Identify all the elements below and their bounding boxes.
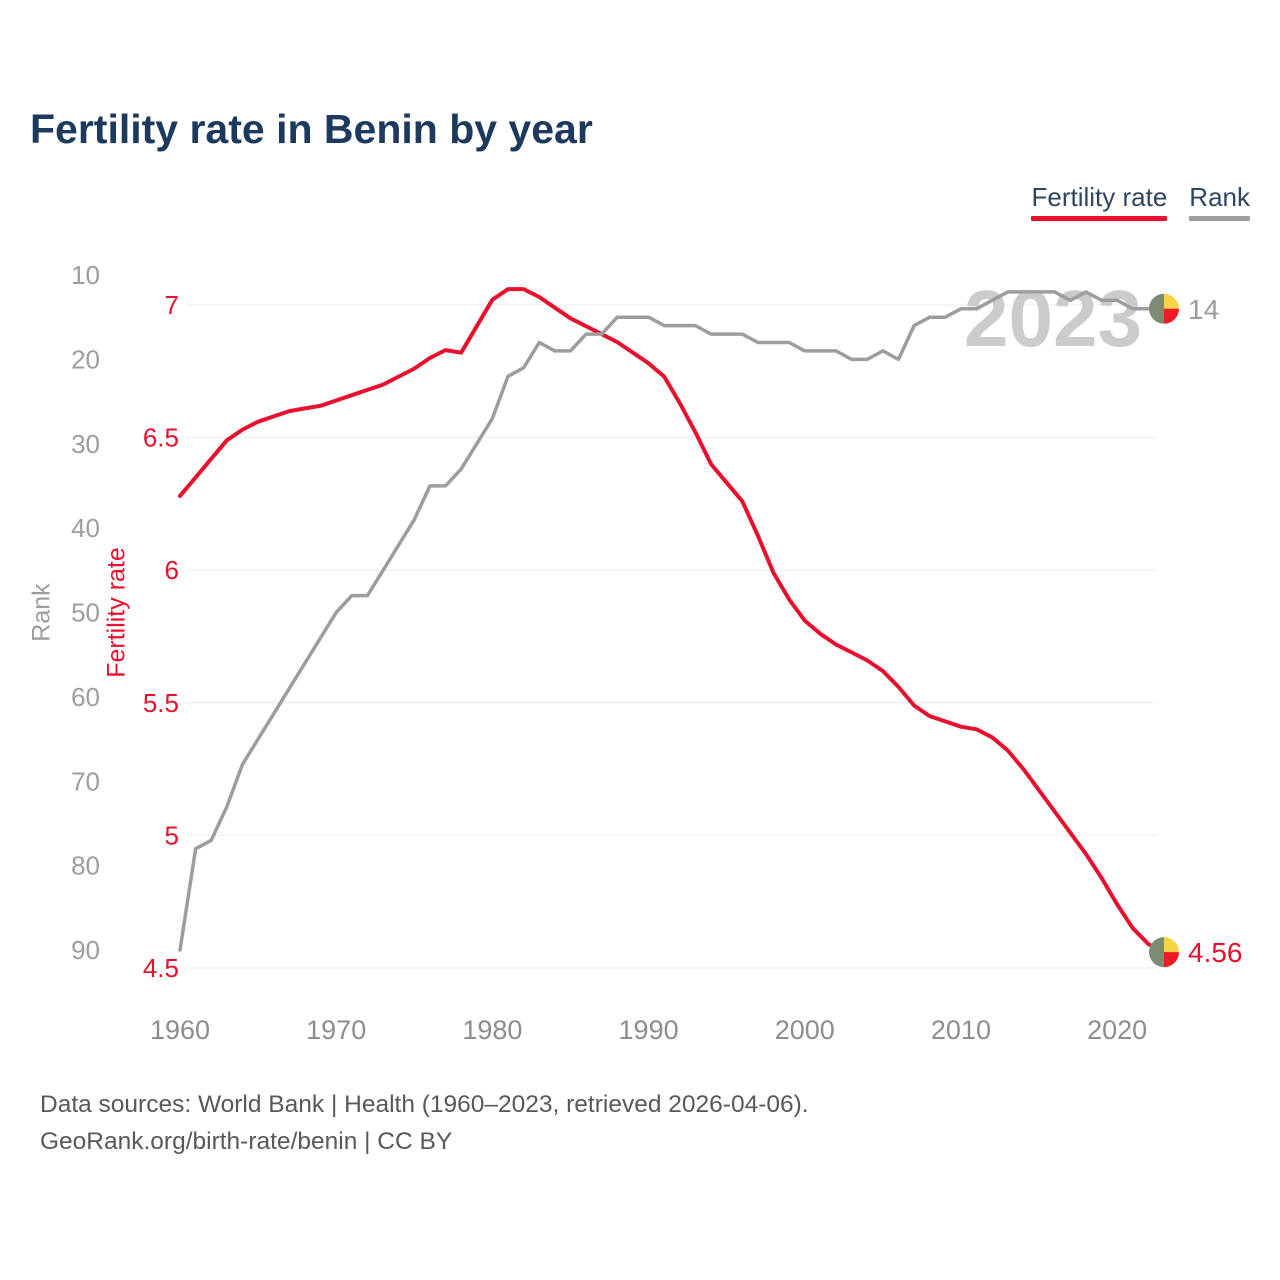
flag-green-half [1149, 937, 1164, 968]
footer: Data sources: World Bank | Health (1960–… [40, 1086, 809, 1160]
legend-label-fertility-rate: Fertility rate [1031, 182, 1168, 212]
fertility-tick-label: 4.5 [143, 953, 179, 983]
rank-tick-label: 50 [71, 598, 100, 628]
flag-red-quadrant [1164, 952, 1179, 968]
rank-tick-label: 40 [71, 513, 100, 543]
footer-data-sources: Data sources: World Bank | Health (1960–… [40, 1091, 809, 1118]
flag-yellow-quadrant [1164, 937, 1179, 953]
gridlines [186, 304, 1157, 969]
series-lines [178, 287, 1166, 955]
fertility-tick-label: 6 [165, 555, 179, 585]
x-tick-label: 1970 [306, 1015, 366, 1045]
legend-label-rank: Rank [1189, 182, 1250, 212]
fertility-tick-label: 5 [165, 820, 179, 850]
rank-tick-label: 10 [71, 260, 100, 290]
legend-item-fertility-rate[interactable]: Fertility rate [1031, 182, 1168, 221]
fertility-line [178, 287, 1166, 955]
flag-red-quadrant [1164, 308, 1179, 324]
rank-end-value-label: 14 [1188, 294, 1219, 325]
legend: Fertility rate Rank [1031, 183, 1250, 221]
fertility-tick-label: 7 [165, 290, 179, 320]
x-tick-label: 2000 [775, 1015, 835, 1045]
legend-item-rank[interactable]: Rank [1189, 183, 1250, 221]
fertility-end-value-label: 4.56 [1188, 937, 1243, 968]
rank-tick-label: 60 [71, 682, 100, 712]
rank-line [178, 290, 1166, 952]
x-tick-label: 1980 [462, 1015, 522, 1045]
flag-green-half [1149, 293, 1164, 324]
x-tick-label: 2010 [931, 1015, 991, 1045]
rank-tick-label: 70 [71, 766, 100, 796]
page-title: Fertility rate in Benin by year [30, 106, 593, 152]
flag-yellow-quadrant [1164, 293, 1179, 309]
legend-underline-rank [1189, 215, 1250, 221]
rank-tick-label: 20 [71, 344, 100, 374]
end-markers: 4.56 14 [1149, 293, 1243, 968]
footer-attribution: GeoRank.org/birth-rate/benin | CC BY [40, 1128, 453, 1155]
x-tick-label: 2020 [1087, 1015, 1147, 1045]
legend-underline-fertility-rate [1031, 215, 1168, 221]
fertility-end-marker-flag-icon [1149, 937, 1179, 968]
watermark-year: 2023 [964, 274, 1142, 363]
rank-tick-label: 90 [71, 935, 100, 965]
x-tick-label: 1990 [619, 1015, 679, 1045]
x-tick-label: 1960 [150, 1015, 210, 1045]
rank-tick-label: 30 [71, 429, 100, 459]
tick-labels: 7 6.5 6 5.5 5 4.5 10 20 30 40 50 60 70 80 90 1960 1970 19… [71, 260, 1147, 1045]
rank-end-marker-flag-icon [1149, 293, 1179, 324]
fertility-tick-label: 5.5 [143, 688, 179, 718]
rank-tick-label: 80 [71, 851, 100, 881]
fertility-tick-label: 6.5 [143, 423, 179, 453]
